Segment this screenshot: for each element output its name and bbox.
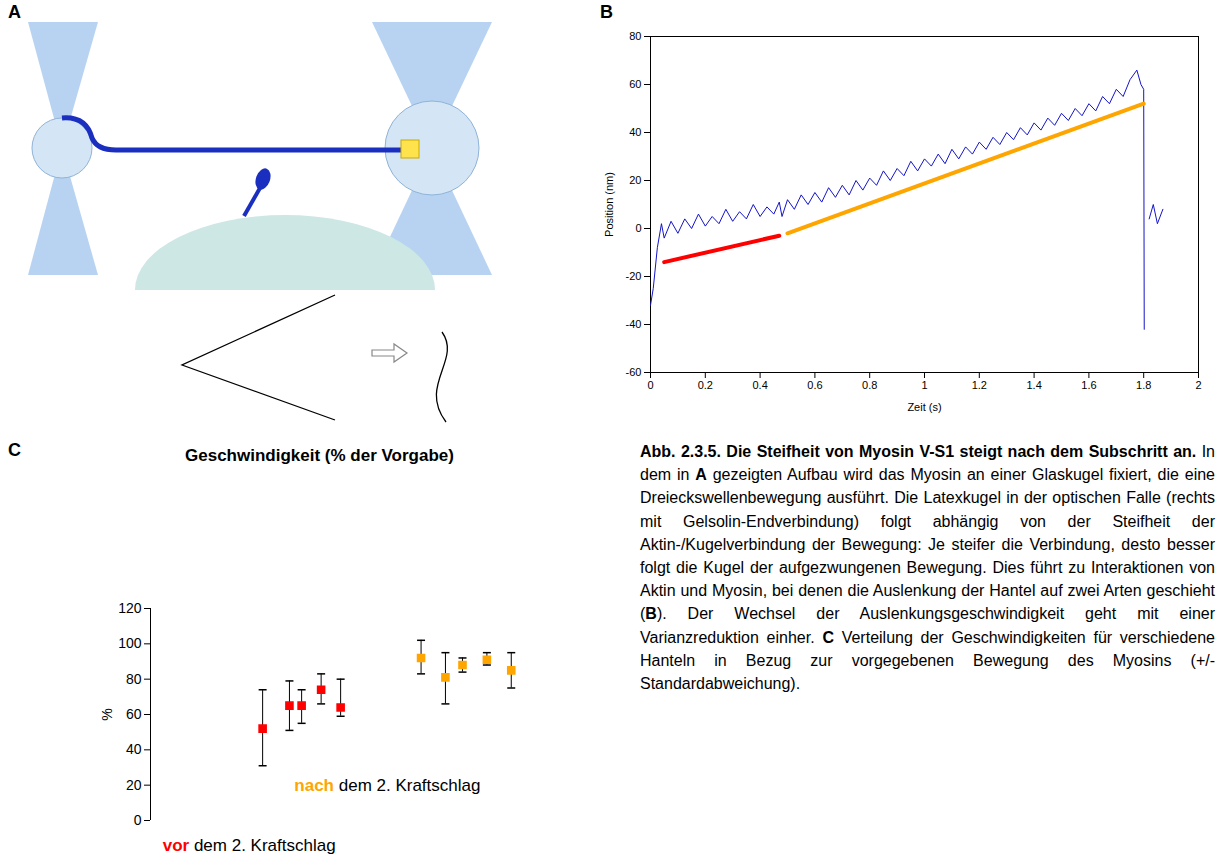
svg-text:0.4: 0.4 bbox=[752, 379, 767, 391]
svg-text:%: % bbox=[99, 708, 115, 720]
svg-text:120: 120 bbox=[118, 600, 142, 616]
svg-text:-20: -20 bbox=[626, 270, 642, 282]
svg-text:-40: -40 bbox=[626, 318, 642, 330]
svg-text:60: 60 bbox=[126, 706, 142, 722]
svg-text:1.4: 1.4 bbox=[1026, 379, 1041, 391]
svg-text:0: 0 bbox=[134, 812, 142, 828]
svg-text:40: 40 bbox=[629, 126, 641, 138]
svg-text:1: 1 bbox=[921, 379, 927, 391]
svg-text:80: 80 bbox=[629, 30, 641, 42]
html-text:A: A bbox=[8, 2, 21, 22]
svg-text:vor dem 2. Kraftschlag: vor dem 2. Kraftschlag bbox=[163, 836, 336, 855]
svg-text:-60: -60 bbox=[626, 366, 642, 378]
svg-text:1.2: 1.2 bbox=[972, 379, 987, 391]
svg-text:40: 40 bbox=[126, 741, 142, 757]
svg-text:20: 20 bbox=[629, 174, 641, 186]
html-text:C: C bbox=[8, 440, 21, 460]
svg-text:0.2: 0.2 bbox=[698, 379, 713, 391]
svg-text:60: 60 bbox=[629, 78, 641, 90]
svg-text:nach dem 2. Kraftschlag: nach dem 2. Kraftschlag bbox=[294, 776, 480, 795]
svg-text:0: 0 bbox=[635, 222, 641, 234]
svg-text:2: 2 bbox=[1195, 379, 1201, 391]
html-text:Abb. 2.3.5. Die Steifheit von: Abb. 2.3.5. Die Steifheit von Myosin V-S… bbox=[640, 443, 1215, 692]
html-text:B: B bbox=[600, 2, 613, 22]
svg-text:0: 0 bbox=[647, 379, 653, 391]
svg-text:0.6: 0.6 bbox=[807, 379, 822, 391]
svg-text:0.8: 0.8 bbox=[862, 379, 877, 391]
svg-text:100: 100 bbox=[118, 635, 142, 651]
html-text:Geschwindigkeit (% der Vorgabe: Geschwindigkeit (% der Vorgabe) bbox=[185, 446, 454, 465]
svg-text:80: 80 bbox=[126, 671, 142, 687]
svg-text:1.6: 1.6 bbox=[1081, 379, 1096, 391]
svg-text:1.8: 1.8 bbox=[1136, 379, 1151, 391]
svg-text:Zeit (s): Zeit (s) bbox=[907, 401, 941, 413]
svg-text:Position (nm): Position (nm) bbox=[603, 172, 615, 237]
svg-text:20: 20 bbox=[126, 777, 142, 793]
